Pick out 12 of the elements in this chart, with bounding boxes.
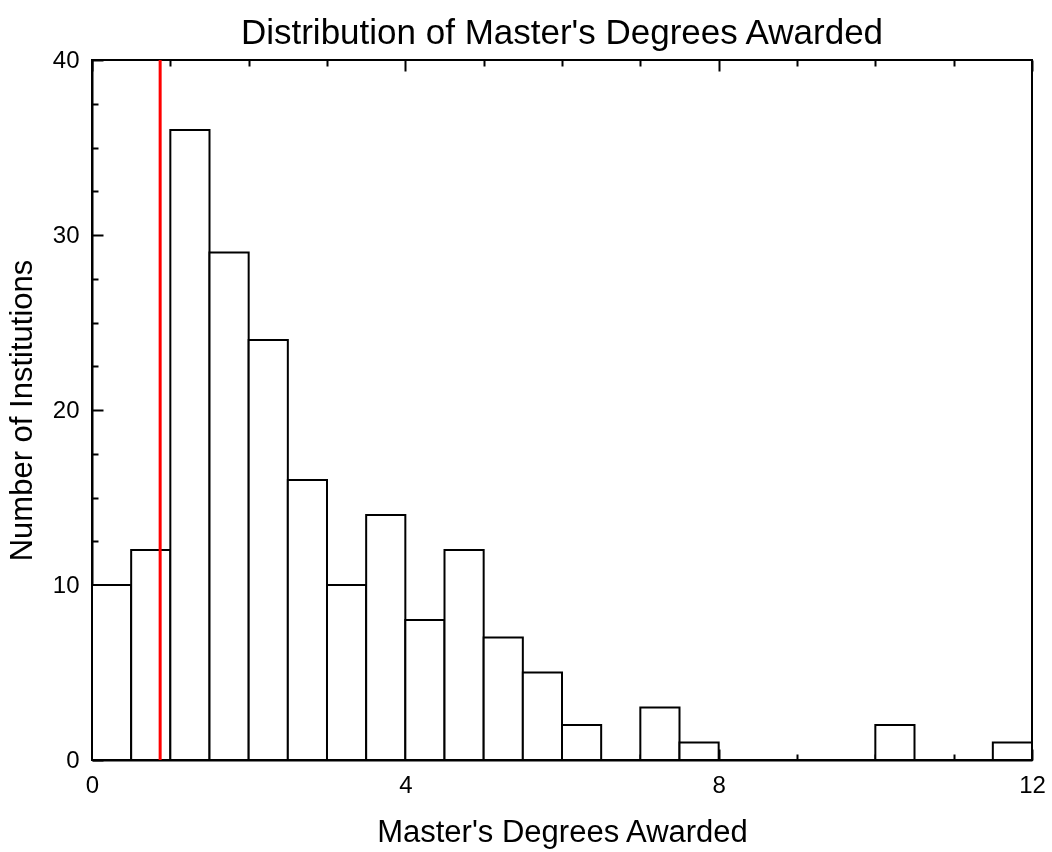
y-tick-label: 40 [52, 45, 80, 73]
x-tick-label: 12 [1019, 770, 1046, 798]
y-axis-title: Number of Institutions [3, 259, 39, 562]
chart-title: Distribution of Master's Degrees Awarded [240, 12, 884, 51]
x-tick-label: 8 [712, 770, 726, 798]
x-tick-label: 4 [399, 770, 413, 798]
x-axis-title: Master's Degrees Awarded [377, 813, 748, 849]
y-tick-label: 10 [52, 570, 80, 598]
y-tick-label: 20 [52, 395, 80, 423]
y-tick-label: 0 [66, 745, 80, 773]
x-tick-label: 0 [85, 770, 100, 798]
y-tick-label: 30 [52, 220, 80, 248]
